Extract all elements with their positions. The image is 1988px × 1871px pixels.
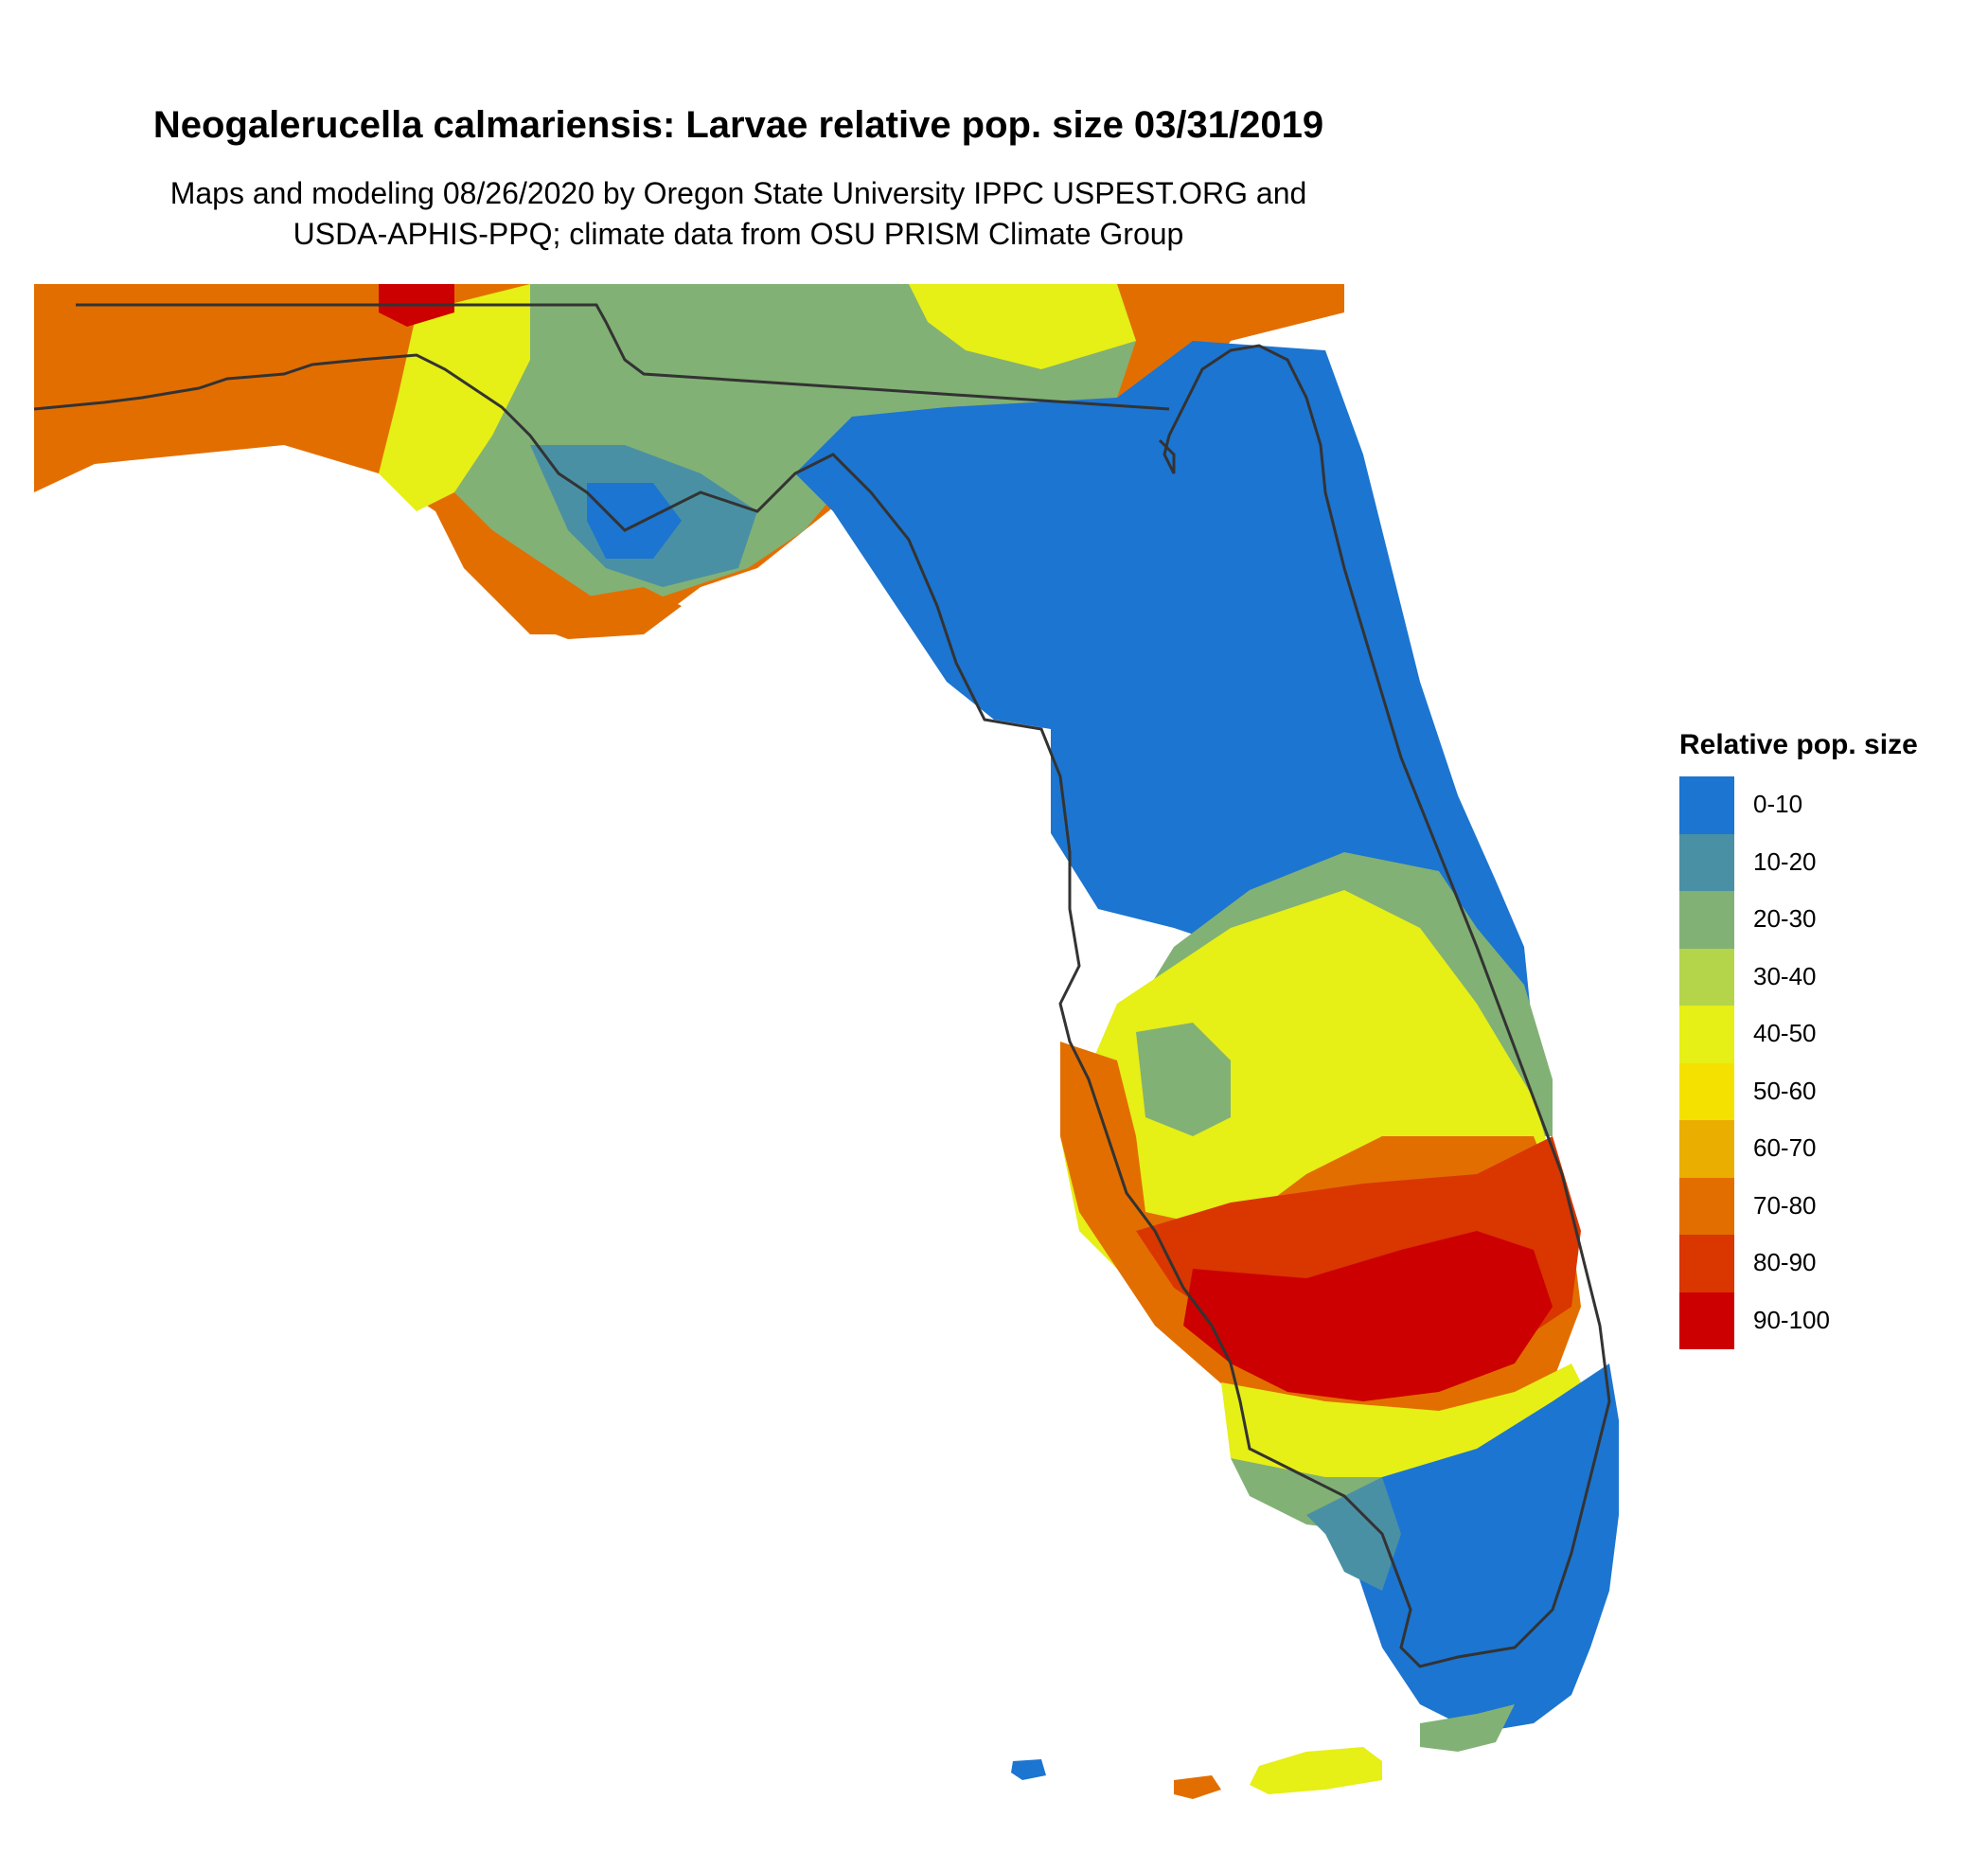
panhandle-blue-patch <box>587 483 682 559</box>
keys-orange <box>1174 1775 1221 1799</box>
legend-label: 30-40 <box>1753 961 1817 990</box>
keys-blue-west <box>1011 1759 1046 1780</box>
legend-label: 40-50 <box>1753 1019 1817 1047</box>
keys-yellow <box>1250 1747 1382 1794</box>
keys-green <box>1420 1704 1515 1752</box>
south-red-core <box>1183 1231 1553 1401</box>
state-border-north <box>76 303 1170 411</box>
legend-label: 80-90 <box>1753 1248 1817 1276</box>
legend-label: 70-80 <box>1753 1190 1817 1220</box>
map-subtitle: Maps and modeling 08/26/2020 by Oregon S… <box>0 173 1477 255</box>
legend-swatch <box>1679 1006 1734 1063</box>
southwest-teal-region <box>1306 1477 1401 1591</box>
legend-label: 50-60 <box>1753 1076 1817 1105</box>
legend-label: 90-100 <box>1753 1305 1830 1334</box>
legend-swatch <box>1679 833 1734 891</box>
legend-swatch <box>1679 1062 1734 1120</box>
subtitle-line-2: USDA-APHIS-PPQ; climate data from OSU PR… <box>293 217 1184 251</box>
central-green-west <box>1136 1023 1231 1136</box>
panhandle-yellow-band-north <box>909 284 1136 369</box>
legend-swatch <box>1679 948 1734 1006</box>
legend-swatch <box>1679 1292 1734 1349</box>
panhandle-yellow-band-west <box>379 284 530 511</box>
legend-label: 60-70 <box>1753 1133 1817 1162</box>
legend-swatch <box>1679 891 1734 949</box>
subtitle-line-1: Maps and modeling 08/26/2020 by Oregon S… <box>169 176 1307 210</box>
panhandle-orange-gulf <box>530 587 682 639</box>
legend-swatch <box>1679 776 1734 834</box>
legend-label: 20-30 <box>1753 904 1817 933</box>
state-outline <box>33 344 1611 1668</box>
map-title: Neogalerucella calmariensis: Larvae rela… <box>152 104 1324 146</box>
legend-title: Relative pop. size <box>1679 729 1918 760</box>
legend-swatch <box>1679 1177 1734 1235</box>
south-blue-region <box>1344 1363 1619 1733</box>
legend-swatch <box>1679 1120 1734 1178</box>
legend-swatch <box>1679 1235 1734 1292</box>
legend-label: 0-10 <box>1753 790 1803 818</box>
legend-label: 10-20 <box>1753 846 1817 876</box>
